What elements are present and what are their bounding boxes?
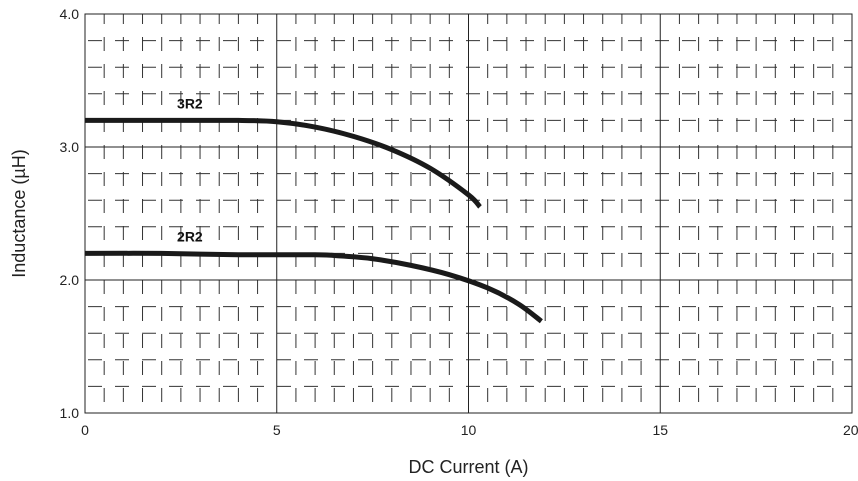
- y-tick-label: 2.0: [60, 272, 80, 288]
- x-tick-label: 20: [843, 422, 858, 438]
- plot-frame: [84, 13, 853, 414]
- x-axis-label: DC Current (A): [408, 457, 528, 477]
- series-label: 3R2: [177, 95, 203, 111]
- series-layer: 3R2 2R2: [84, 95, 543, 324]
- y-tick-label: 3.0: [60, 139, 80, 155]
- series-line-3r2: [84, 117, 482, 209]
- y-axis-label: Inductance (µH): [9, 149, 29, 277]
- x-tick-label: 10: [461, 422, 477, 438]
- y-tick-label: 4.0: [60, 6, 80, 22]
- y-tick-label: 1.0: [60, 405, 80, 421]
- x-tick-label: 5: [273, 422, 281, 438]
- series-label: 2R2: [177, 228, 203, 244]
- x-tick-label: 15: [652, 422, 668, 438]
- tick-labels: 0 5 10 15 20 1.0 2.0 3.0 4.0: [60, 6, 858, 438]
- x-tick-label: 0: [81, 422, 89, 438]
- series-line-2r2: [84, 250, 543, 324]
